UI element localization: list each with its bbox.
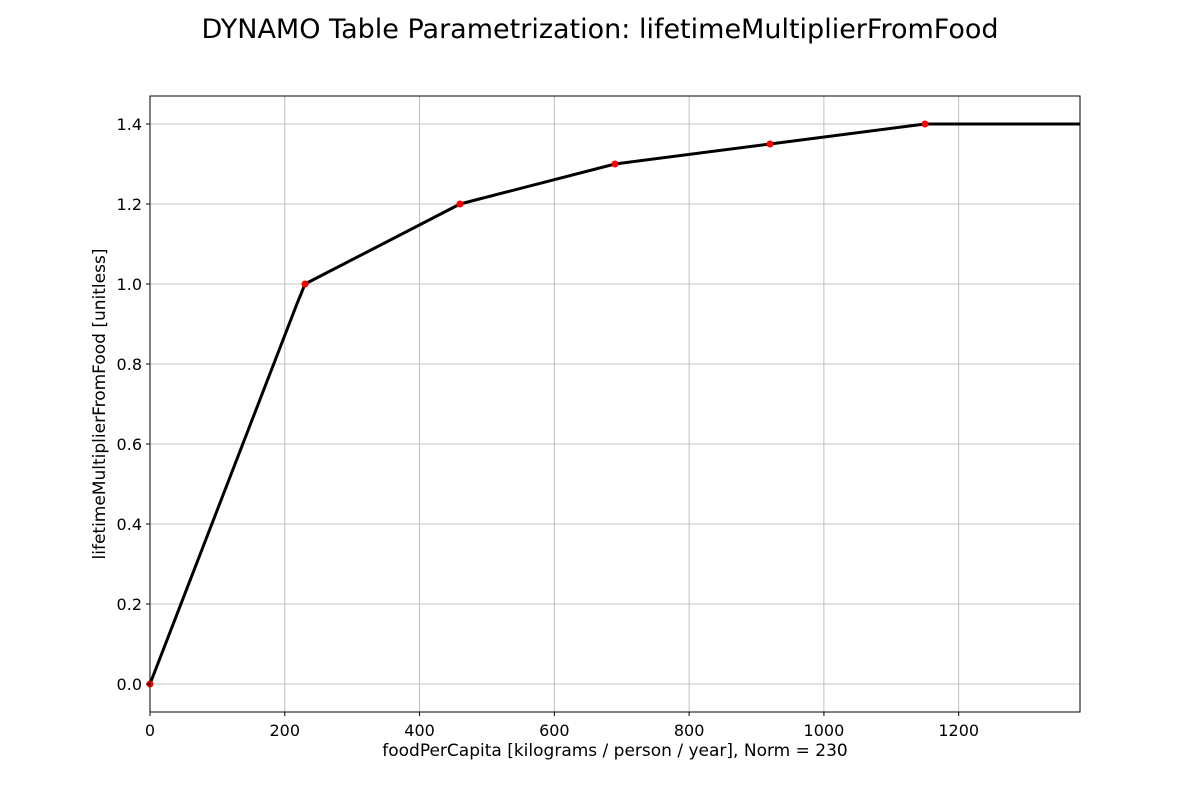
y-tick-label: 1.4 bbox=[117, 115, 142, 134]
y-tick-label: 1.0 bbox=[117, 275, 142, 294]
y-tick-label: 0.6 bbox=[117, 435, 142, 454]
data-point bbox=[301, 280, 309, 288]
gridlines bbox=[149, 96, 1080, 712]
x-tick-label: 400 bbox=[404, 721, 435, 740]
x-tick-label: 800 bbox=[674, 721, 705, 740]
y-axis-ticks: 0.0 0.2 0.4 0.6 0.8 1.0 1.2 1.4 bbox=[117, 115, 150, 694]
x-tick-label: 600 bbox=[539, 721, 570, 740]
x-tick-label: 0 bbox=[145, 721, 155, 740]
y-axis-label: lifetimeMultiplierFromFood [unitless] bbox=[90, 249, 110, 560]
y-tick-label: 0.2 bbox=[117, 595, 142, 614]
data-point bbox=[611, 160, 619, 168]
x-tick-label: 200 bbox=[270, 721, 301, 740]
x-tick-label: 1200 bbox=[938, 721, 979, 740]
x-axis-ticks: 0 200 400 600 800 1000 1200 bbox=[145, 712, 979, 740]
line-series bbox=[148, 122, 1080, 685]
y-tick-label: 0.0 bbox=[117, 675, 142, 694]
data-point bbox=[921, 120, 929, 128]
data-point bbox=[456, 200, 464, 208]
series-line bbox=[148, 122, 1080, 685]
plot-frame bbox=[149, 95, 1081, 713]
x-axis-label: foodPerCapita [kilograms / person / year… bbox=[382, 741, 847, 761]
y-tick-label: 0.8 bbox=[117, 355, 142, 374]
chart-title: DYNAMO Table Parametrization: lifetimeMu… bbox=[201, 14, 998, 45]
y-tick-label: 0.4 bbox=[117, 515, 142, 534]
data-point bbox=[766, 140, 774, 148]
x-tick-label: 1000 bbox=[804, 721, 845, 740]
y-tick-label: 1.2 bbox=[117, 195, 142, 214]
point-series bbox=[146, 120, 929, 688]
